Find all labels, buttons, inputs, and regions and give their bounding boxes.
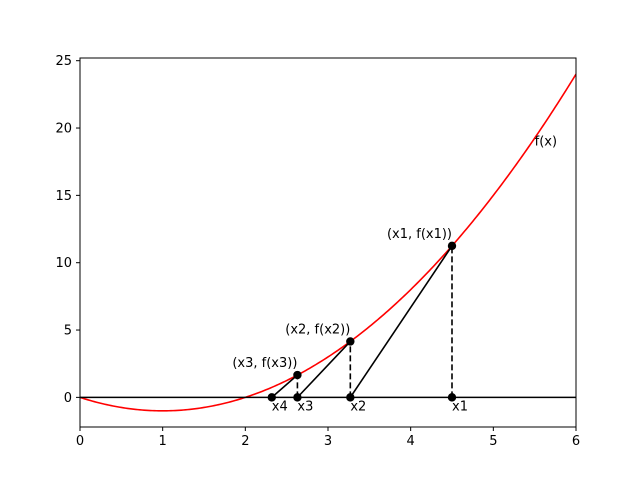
y-tick-label-5: 5 (64, 324, 72, 339)
y-tick-label-10: 10 (55, 256, 72, 271)
label-point-x3: (x3, f(x3)) (232, 356, 297, 371)
label-x3: x3 (297, 399, 313, 414)
plot-frame (79, 57, 577, 428)
label-point-x2: (x2, f(x2)) (285, 322, 350, 337)
point-x1-curve (447, 241, 457, 251)
x-tick-label-4: 4 (407, 434, 415, 449)
point-x3-curve (293, 370, 302, 380)
x-tick-label-1: 1 (159, 434, 167, 449)
x-tick-label-2: 2 (241, 434, 249, 449)
label-x4: x4 (272, 399, 288, 414)
x-tick-label-5: 5 (489, 434, 497, 449)
point-x3-axis (293, 393, 302, 402)
function-label: f(x) (535, 135, 557, 150)
function-curve (80, 73, 576, 412)
point-x2-axis (346, 393, 355, 402)
point-x4-axis (267, 393, 276, 402)
label-x1: x1 (452, 399, 468, 414)
y-tick-label-0: 0 (64, 391, 72, 406)
label-point-x1: (x1, f(x1)) (387, 227, 452, 242)
secant-line-x3 (271, 374, 298, 398)
x-tick-label-6: 6 (572, 434, 580, 449)
point-x1-axis (447, 393, 457, 402)
y-tick-label-20: 20 (55, 122, 72, 137)
secant-line-x2 (296, 340, 351, 398)
x-tick-label-0: 0 (76, 434, 84, 449)
y-tick-label-15: 15 (55, 189, 72, 204)
secant-line-x1 (349, 245, 453, 398)
label-x2: x2 (350, 399, 366, 414)
x-tick-label-3: 3 (324, 434, 332, 449)
y-tick-label-25: 25 (55, 54, 72, 69)
point-x2-curve (346, 337, 355, 346)
